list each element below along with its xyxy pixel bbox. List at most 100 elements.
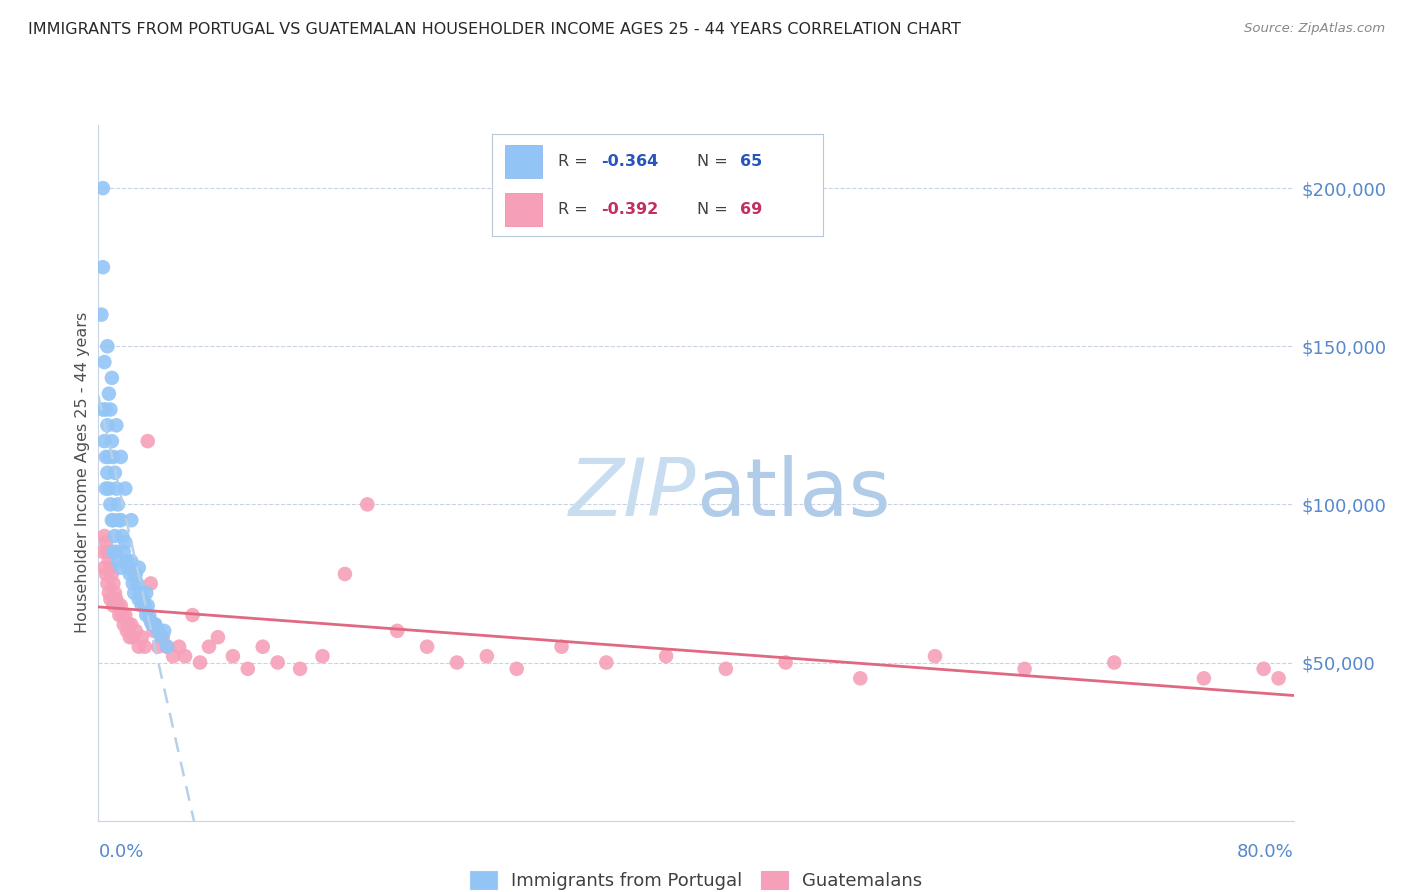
Point: [134, 599, 156, 613]
Point: [104, 586, 127, 600]
Point: [475, 649, 498, 664]
Point: [107, 554, 129, 568]
Text: ZIP: ZIP: [568, 455, 696, 533]
Point: [416, 640, 439, 654]
Text: atlas: atlas: [696, 455, 890, 533]
Point: [127, 576, 149, 591]
Point: [117, 560, 139, 574]
Point: [94, 450, 117, 464]
Point: [1192, 671, 1215, 685]
Point: [924, 649, 946, 664]
Point: [110, 560, 132, 574]
Point: [181, 608, 204, 623]
Point: [110, 513, 132, 527]
Point: [139, 576, 162, 591]
Point: [101, 371, 124, 385]
Text: -0.364: -0.364: [602, 154, 658, 169]
Point: [356, 497, 378, 511]
Point: [91, 181, 114, 195]
Point: [111, 608, 134, 623]
Point: [121, 630, 143, 644]
Text: R =: R =: [558, 154, 593, 169]
Point: [108, 513, 131, 527]
Point: [655, 649, 678, 664]
Point: [115, 624, 138, 638]
Text: 65: 65: [740, 154, 762, 169]
Point: [714, 662, 737, 676]
Point: [101, 566, 124, 581]
Point: [97, 586, 120, 600]
Point: [125, 566, 148, 581]
Point: [107, 599, 129, 613]
Point: [121, 576, 143, 591]
Point: [110, 599, 132, 613]
Point: [100, 402, 122, 417]
Point: [93, 560, 115, 574]
Point: [114, 535, 136, 549]
Text: 0.0%: 0.0%: [98, 843, 143, 861]
Point: [91, 260, 114, 275]
Point: [148, 640, 170, 654]
Point: [105, 482, 128, 496]
Point: [103, 513, 125, 527]
Point: [222, 649, 245, 664]
Point: [115, 554, 138, 568]
Point: [333, 566, 356, 581]
Point: [97, 450, 120, 464]
Point: [153, 624, 176, 638]
Point: [446, 656, 468, 670]
Point: [131, 599, 153, 613]
Point: [288, 662, 311, 676]
Point: [114, 608, 136, 623]
Point: [267, 656, 290, 670]
Point: [506, 662, 529, 676]
Text: IMMIGRANTS FROM PORTUGAL VS GUATEMALAN HOUSEHOLDER INCOME AGES 25 - 44 YEARS COR: IMMIGRANTS FROM PORTUGAL VS GUATEMALAN H…: [28, 22, 960, 37]
Point: [135, 586, 157, 600]
Point: [125, 624, 148, 638]
Point: [94, 482, 117, 496]
Point: [94, 535, 117, 549]
Point: [105, 592, 128, 607]
Point: [112, 545, 135, 559]
Point: [128, 592, 150, 607]
Point: [128, 560, 150, 574]
FancyBboxPatch shape: [505, 194, 541, 226]
Text: Source: ZipAtlas.com: Source: ZipAtlas.com: [1244, 22, 1385, 36]
Point: [132, 592, 155, 607]
Point: [101, 513, 124, 527]
Point: [252, 640, 274, 654]
Point: [118, 566, 141, 581]
Point: [91, 545, 114, 559]
Point: [117, 617, 139, 632]
Point: [100, 592, 122, 607]
Point: [103, 545, 125, 559]
Point: [128, 640, 150, 654]
Point: [104, 466, 127, 480]
Point: [96, 339, 118, 353]
Y-axis label: Householder Income Ages 25 - 44 years: Householder Income Ages 25 - 44 years: [75, 312, 90, 633]
Point: [110, 450, 132, 464]
Point: [96, 418, 118, 433]
Text: 69: 69: [740, 202, 762, 218]
Point: [124, 586, 146, 600]
Point: [385, 624, 409, 638]
Point: [93, 355, 115, 369]
Text: N =: N =: [697, 154, 733, 169]
Text: -0.392: -0.392: [602, 202, 658, 218]
Point: [100, 497, 122, 511]
Point: [595, 656, 617, 670]
Point: [103, 450, 125, 464]
Point: [134, 640, 156, 654]
Point: [94, 402, 117, 417]
Point: [156, 640, 179, 654]
Point: [148, 624, 170, 638]
Point: [97, 554, 120, 568]
Point: [152, 630, 174, 644]
Point: [90, 308, 112, 322]
Point: [143, 617, 166, 632]
Point: [100, 560, 122, 574]
Point: [93, 529, 115, 543]
Point: [141, 617, 163, 632]
Text: N =: N =: [697, 202, 733, 218]
Point: [104, 529, 127, 543]
